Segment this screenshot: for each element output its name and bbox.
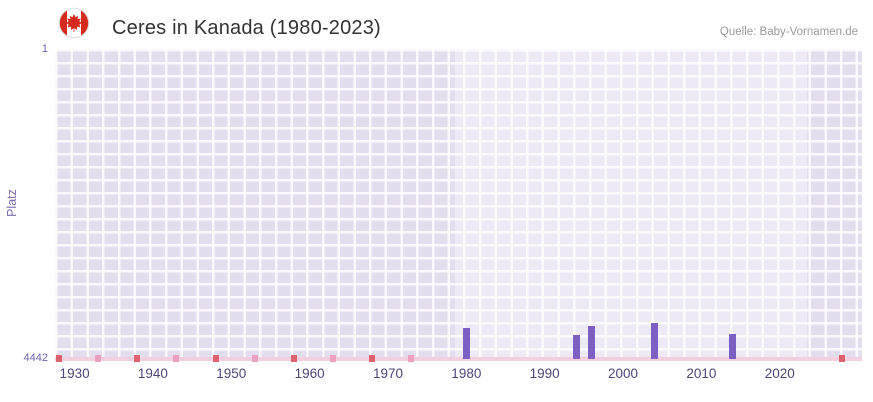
x-tick-label: 1930 (59, 366, 90, 381)
rank-bar[interactable] (729, 334, 737, 359)
x-tick-label: 2020 (764, 366, 795, 381)
page-title: Ceres in Kanada (1980-2023) (112, 17, 381, 39)
plot-area (55, 49, 862, 362)
bars-layer (55, 49, 862, 359)
x-tick-label: 1940 (137, 366, 168, 381)
y-axis-title: Platz (5, 189, 19, 217)
y-tick-bottom: 4442 (23, 352, 48, 364)
x-tick-label: 2000 (608, 366, 639, 381)
source-link[interactable]: Quelle: Baby-Vornamen.de (719, 26, 858, 38)
y-tick-top: 1 (41, 43, 48, 55)
rank-bar[interactable] (462, 328, 470, 359)
x-tick-label: 1960 (294, 366, 325, 381)
x-tick-label: 2010 (686, 366, 717, 381)
x-tick-label: 1970 (372, 366, 404, 381)
x-axis-ticks: 1930 1940 1950 1960 1970 1980 1990 2000 2010 2020 (55, 366, 862, 386)
rank-bar[interactable] (650, 323, 658, 359)
rank-bar[interactable] (588, 326, 596, 359)
x-tick-label: 1980 (451, 366, 482, 381)
x-tick-label: 1990 (529, 366, 560, 381)
rank-bar[interactable] (572, 335, 580, 359)
canada-flag-icon (58, 7, 90, 39)
x-tick-label: 1950 (216, 366, 247, 381)
